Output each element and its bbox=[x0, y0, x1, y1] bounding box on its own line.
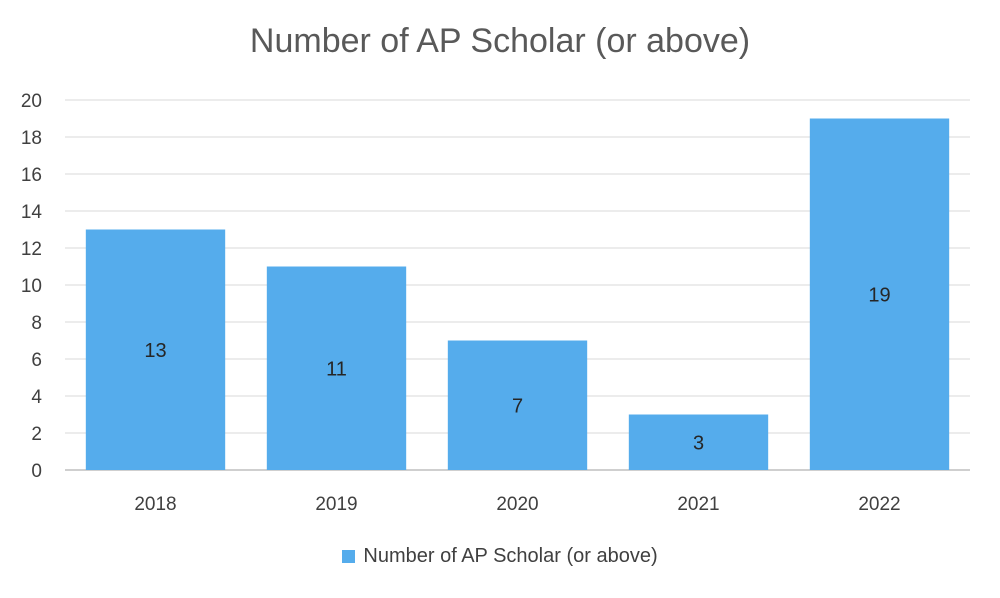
x-tick-label-2020: 2020 bbox=[496, 494, 538, 515]
y-tick-label: 16 bbox=[21, 165, 42, 186]
data-label-2019: 11 bbox=[326, 358, 347, 380]
legend-label: Number of AP Scholar (or above) bbox=[363, 545, 658, 567]
chart-title: Number of AP Scholar (or above) bbox=[249, 22, 751, 60]
bar-2019 bbox=[266, 266, 407, 470]
x-tick-label-2021: 2021 bbox=[677, 494, 719, 515]
data-label-2021: 3 bbox=[693, 432, 704, 454]
y-tick-label: 14 bbox=[21, 202, 43, 223]
data-label-2018: 13 bbox=[144, 340, 166, 362]
y-tick-label: 2 bbox=[31, 424, 42, 445]
y-tick-label: 6 bbox=[31, 350, 42, 371]
x-tick-label-2019: 2019 bbox=[315, 494, 357, 515]
y-tick-label: 20 bbox=[21, 91, 42, 112]
data-label-2022: 19 bbox=[868, 284, 890, 306]
legend-swatch bbox=[342, 550, 356, 563]
x-tick-label-2022: 2022 bbox=[858, 494, 900, 515]
y-tick-label: 8 bbox=[31, 313, 42, 334]
x-axis-ticks: 2018 2019 2020 2021 2022 bbox=[134, 494, 900, 515]
data-labels: 13 11 7 3 19 bbox=[144, 284, 890, 454]
bar-2022 bbox=[809, 118, 950, 470]
y-tick-label: 10 bbox=[21, 276, 42, 297]
legend: Number of AP Scholar (or above) bbox=[0, 545, 1000, 568]
bars bbox=[85, 118, 950, 470]
y-tick-label: 12 bbox=[21, 239, 42, 260]
y-tick-label: 0 bbox=[31, 461, 42, 482]
y-tick-label: 4 bbox=[31, 387, 42, 408]
y-tick-label: 18 bbox=[21, 128, 42, 149]
bar-2021 bbox=[628, 414, 769, 470]
y-axis-ticks: 0 2 4 6 8 10 12 14 16 18 20 bbox=[21, 91, 43, 482]
bar-2018 bbox=[85, 229, 226, 470]
bar-2020 bbox=[447, 340, 588, 470]
data-label-2020: 7 bbox=[512, 395, 523, 417]
x-tick-label-2018: 2018 bbox=[134, 494, 176, 515]
